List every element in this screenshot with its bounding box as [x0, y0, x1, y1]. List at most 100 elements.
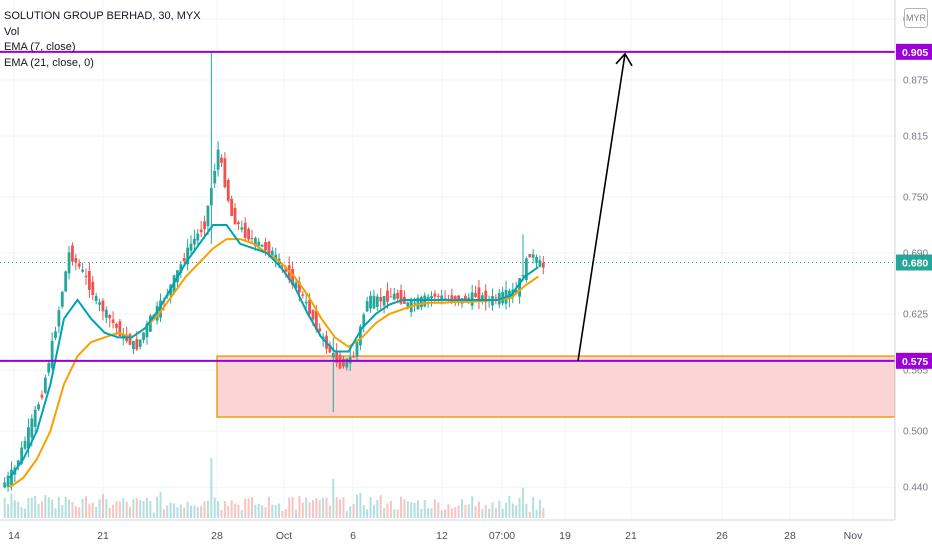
volume-bar: [440, 510, 443, 518]
volume-bar: [477, 501, 480, 518]
time-tick-label: 28: [784, 530, 796, 542]
volume-bar: [315, 498, 318, 518]
volume-bar: [30, 497, 33, 518]
volume-bar: [78, 507, 81, 518]
volume-bar: [295, 509, 298, 518]
candle-body: [226, 179, 230, 201]
candle-body: [477, 287, 481, 301]
projection-arrow[interactable]: [577, 52, 633, 361]
volume-bar: [203, 501, 206, 518]
volume-bar: [61, 505, 64, 518]
candle-body: [23, 440, 27, 449]
candle-body: [345, 358, 349, 368]
candle-body: [518, 278, 521, 297]
volume-bar: [291, 497, 294, 518]
volume-bar: [474, 506, 477, 518]
volume-bar: [447, 504, 450, 518]
volume-bar: [95, 506, 98, 518]
volume-bar: [369, 497, 372, 518]
candle-body: [318, 328, 322, 332]
candle-body: [216, 149, 220, 170]
candle-body: [433, 293, 437, 297]
arrow-shaft: [577, 53, 626, 361]
time-axis[interactable]: 14 21 28 Oct 6 12 07:00 19 21 26 28 Nov: [0, 519, 932, 550]
candle-body: [406, 302, 410, 307]
volume-bar: [3, 498, 6, 518]
volume-bar: [328, 505, 331, 518]
volume-bar: [37, 503, 40, 518]
demand-zone: [216, 355, 896, 418]
candle-body: [369, 295, 372, 309]
volume-bar: [166, 505, 169, 518]
candle-body: [64, 271, 68, 292]
volume-bar: [267, 496, 270, 518]
horizontal-levels[interactable]: [0, 50, 895, 362]
legend-volume[interactable]: Vol: [4, 25, 20, 38]
candle-body: [84, 275, 88, 277]
volume-bar: [386, 503, 389, 518]
volume-bar: [193, 505, 196, 518]
volume-bar: [51, 499, 54, 518]
candle-body: [203, 221, 206, 230]
volume-bar: [196, 506, 199, 518]
volume-bar: [176, 507, 179, 518]
candle-body: [186, 247, 190, 265]
candle-body: [240, 227, 244, 230]
volume-bar: [501, 508, 504, 518]
price-tick-label: 0.440: [903, 483, 928, 494]
volume-bar: [464, 504, 467, 518]
time-tick-label: 26: [716, 530, 728, 542]
candle-body: [192, 238, 196, 245]
volume-bar: [389, 500, 392, 518]
candle-body: [457, 295, 461, 303]
volume-bar: [366, 509, 369, 518]
time-tick-label: 28: [211, 530, 223, 542]
volume-bar: [250, 497, 253, 518]
candle-body: [484, 290, 488, 303]
candle-body: [430, 296, 433, 299]
volume-bar: [213, 497, 216, 518]
ema21-line: [9, 238, 539, 489]
candle-body: [467, 297, 471, 299]
ema7-line: [8, 224, 539, 479]
candle-body: [440, 295, 444, 301]
volume-bar: [308, 502, 311, 518]
volume-bar: [244, 498, 247, 518]
candle-body: [270, 250, 274, 256]
volume-bar: [430, 508, 433, 518]
volume-bar: [40, 501, 43, 518]
candle-body: [27, 427, 30, 448]
candle-body: [335, 351, 339, 363]
price-tick-label: 0.690: [903, 249, 928, 260]
candle-body: [77, 263, 81, 267]
support-price-tag: [896, 352, 932, 369]
volume-bar: [339, 499, 342, 518]
volume-bar: [254, 504, 257, 518]
legend-ema7[interactable]: EMA (7, close): [4, 41, 76, 53]
currency-badge[interactable]: MYR: [904, 8, 928, 28]
candle-body: [541, 262, 545, 268]
volume-bar: [542, 508, 545, 518]
candle-body: [138, 339, 142, 347]
candle-body: [342, 358, 345, 367]
volume-bar: [325, 497, 328, 518]
volume-bar: [372, 504, 375, 518]
volume-bar: [535, 509, 538, 518]
legend-ema21[interactable]: EMA (21, close, 0): [4, 56, 94, 69]
volume-bar: [145, 497, 148, 518]
volume-bar: [132, 499, 135, 518]
candle-body: [91, 281, 95, 296]
volume-bar: [24, 508, 27, 518]
volume-bar: [433, 499, 436, 518]
symbol-title[interactable]: SOLUTION GROUP BERHAD, 30, MYX: [4, 10, 201, 22]
candle-body: [494, 297, 498, 299]
volume-bar: [81, 498, 84, 518]
volume-bar: [223, 501, 226, 518]
price-axis[interactable]: 0.9400.8750.8150.7500.6900.6250.5650.500…: [894, 0, 932, 550]
candle-body: [308, 299, 311, 315]
volume-bar: [413, 502, 416, 518]
volume-bar: [88, 503, 91, 518]
volume-bar: [227, 505, 230, 518]
candle-body: [301, 294, 305, 296]
